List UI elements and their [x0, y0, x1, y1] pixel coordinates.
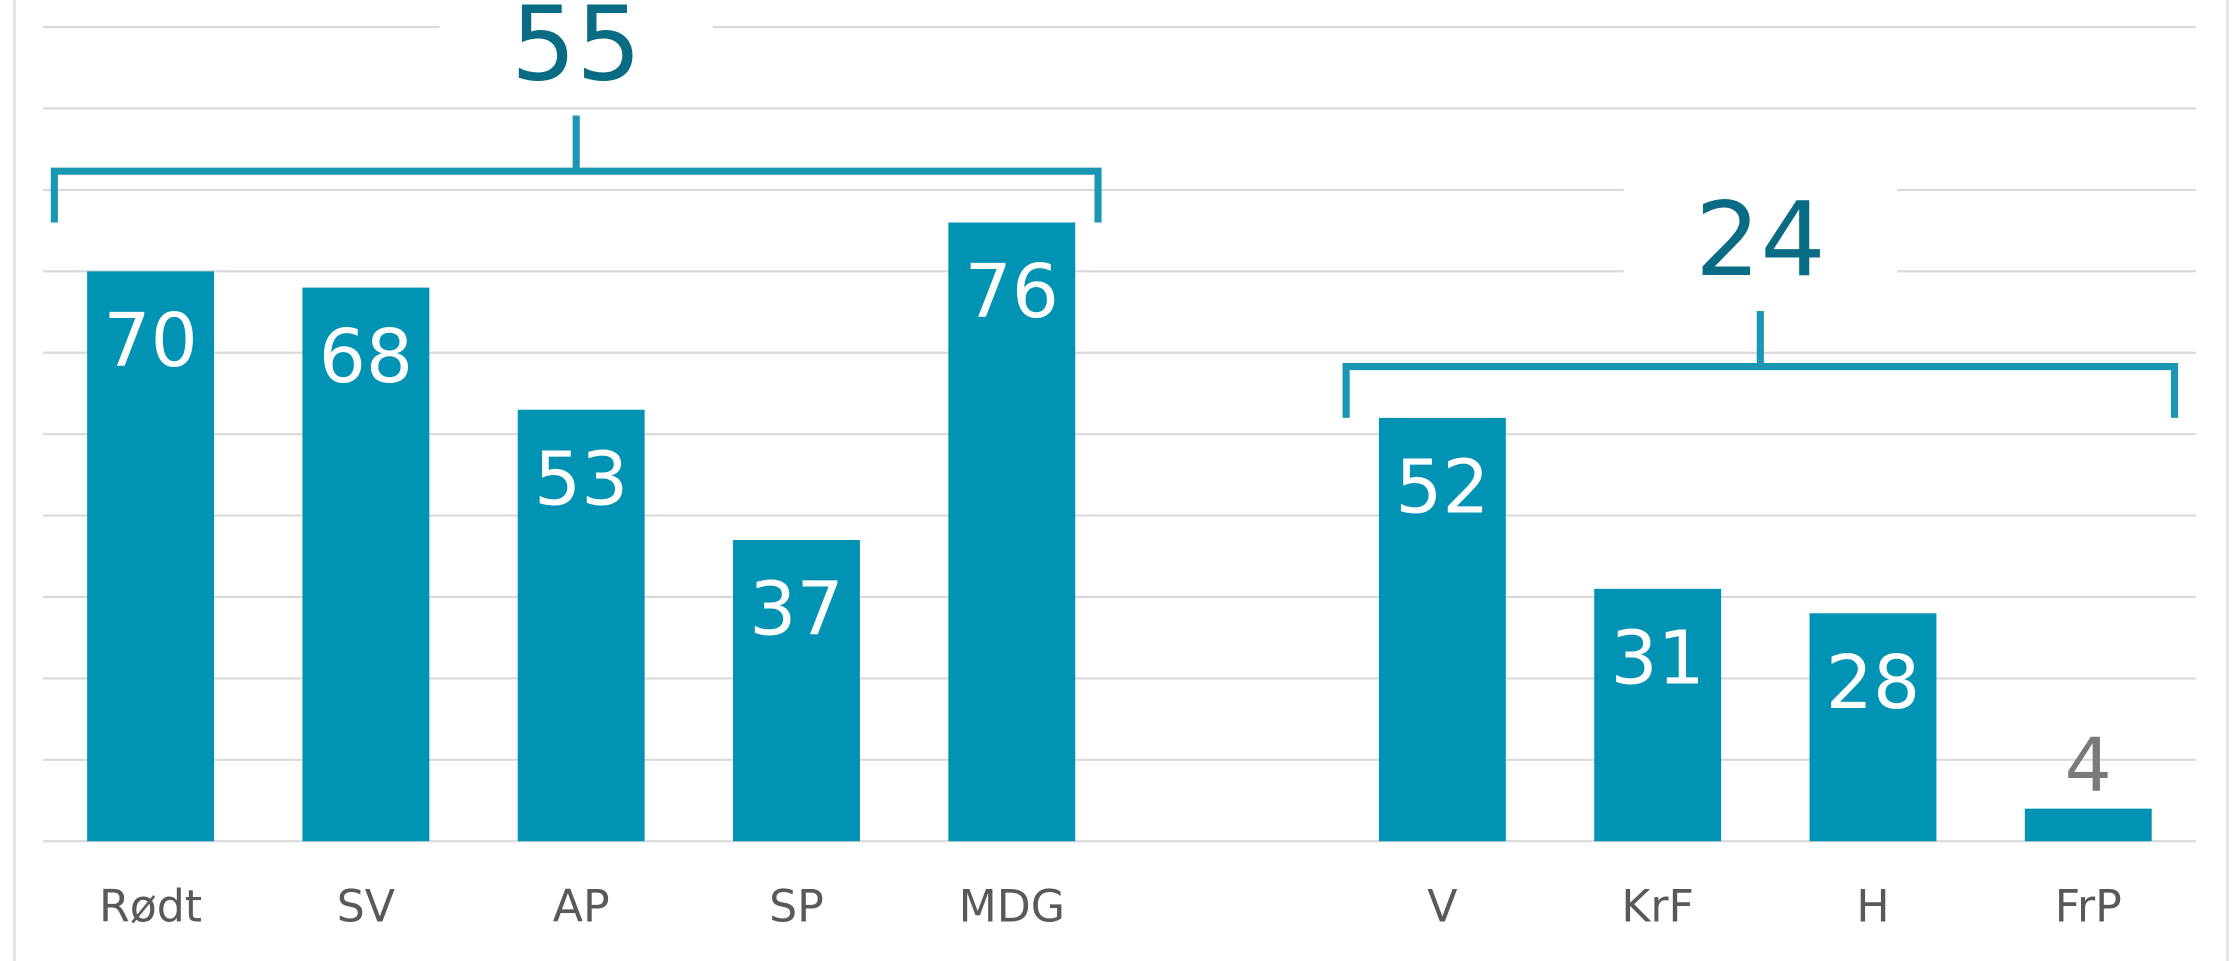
bar — [2024, 808, 2152, 842]
bar — [87, 271, 215, 842]
group-bracket — [1342, 310, 2179, 418]
bar — [517, 409, 645, 842]
annotation-background — [1623, 181, 1897, 301]
value-label: 76 — [965, 249, 1059, 335]
x-tick-label: FrP — [2055, 882, 2122, 933]
value-label: 52 — [1395, 445, 1489, 531]
value-label: 28 — [1826, 640, 1920, 726]
x-tick-label: Rødt — [99, 882, 202, 933]
x-tick-label: KrF — [1621, 882, 1694, 933]
value-label: 68 — [319, 314, 413, 400]
bar — [733, 539, 860, 842]
x-tick-label: SV — [337, 882, 395, 933]
group-total: 55 — [511, 0, 642, 105]
value-label: 53 — [534, 436, 628, 522]
x-tick-label: AP — [553, 882, 610, 933]
group-total: 24 — [1695, 181, 1826, 300]
x-tick-label: H — [1856, 882, 1889, 933]
bar — [1809, 613, 1937, 842]
x-tick-label: MDG — [959, 882, 1065, 933]
value-label: 4 — [2065, 723, 2112, 809]
annotation-background — [439, 0, 713, 105]
bar — [1378, 417, 1506, 842]
x-tick-label: V — [1427, 882, 1457, 933]
value-label: 31 — [1611, 615, 1705, 701]
bar — [1594, 588, 1722, 842]
bar — [302, 287, 430, 842]
bar — [948, 222, 1076, 842]
value-label: 70 — [103, 298, 197, 384]
value-label: 37 — [749, 567, 843, 653]
group-bracket — [50, 115, 1102, 223]
x-tick-label: SP — [769, 882, 824, 933]
